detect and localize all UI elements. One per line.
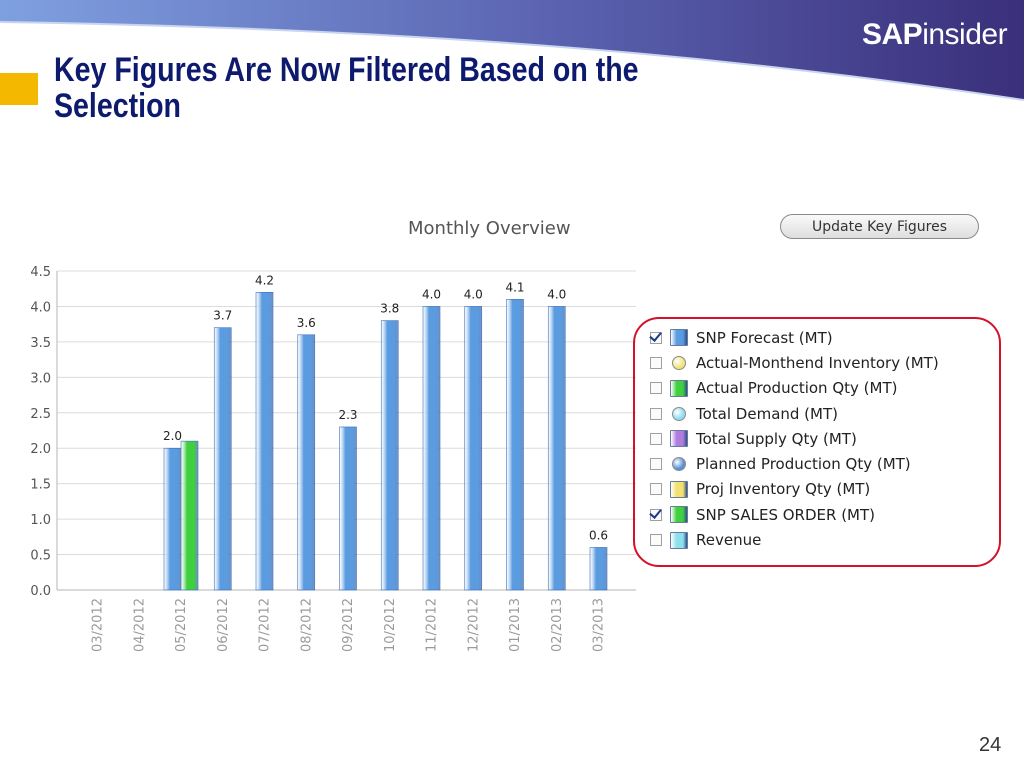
legend-item[interactable]: Proj Inventory Qty (MT) [650,477,939,502]
page-number: 24 [979,734,1002,756]
x-tick-label: 11/2012 [425,598,440,652]
bar-snp-forecast [380,320,399,591]
bar-snp-forecast [547,306,566,591]
legend-bar-icon [670,480,688,498]
checkbox-unchecked[interactable] [650,534,662,547]
checkbox-unchecked[interactable] [650,458,662,471]
legend-label: Planned Production Qty (MT) [696,455,911,474]
bar-snp-forecast [163,447,182,591]
x-tick-label: 05/2012 [174,598,189,652]
legend-label: SNP SALES ORDER (MT) [696,505,875,524]
bar-snp-forecast [213,327,232,591]
x-tick-label: 12/2012 [466,598,481,652]
accent-square [0,73,38,105]
legend-label: Proj Inventory Qty (MT) [696,480,871,499]
data-label: 4.0 [464,287,483,301]
legend-item[interactable]: SNP Forecast (MT) [650,325,939,350]
data-label: 3.7 [213,309,232,323]
x-tick-label: 02/2013 [550,598,565,652]
data-label: 4.2 [255,273,274,287]
chart-title: Monthly Overview [408,218,571,239]
y-tick-label: 2.5 [30,407,51,422]
y-tick-label: 4.5 [30,265,51,280]
y-tick-label: 3.5 [30,336,51,351]
legend-item[interactable]: Actual Production Qty (MT) [650,376,939,401]
bar-snp-forecast [297,334,316,591]
legend-item[interactable]: Planned Production Qty (MT) [650,451,939,476]
monthly-overview-chart: 0.0 0.5 1.0 1.5 2.0 2.5 3.0 3.5 4.0 4.5 03/2012 04/… [30,265,636,652]
checkbox-unchecked[interactable] [650,356,662,369]
data-label: 2.3 [338,408,357,422]
y-tick-label: 3.0 [30,371,51,386]
y-tick-label: 4.0 [30,300,51,315]
checkbox-unchecked[interactable] [650,432,662,445]
checkbox-checked[interactable] [650,508,662,521]
legend-bar-icon [670,379,688,397]
checkbox-unchecked[interactable] [650,382,662,395]
bar-snp-forecast [422,306,441,591]
x-tick-label: 07/2012 [258,598,273,652]
selection-highlight-outline [633,317,1001,567]
bar-snp-forecast [506,299,524,591]
legend-label: Actual Production Qty (MT) [696,379,898,398]
y-tick-label: 1.5 [30,478,51,493]
x-tick-label: 04/2012 [132,598,147,652]
x-tick-label: 03/2012 [91,598,106,652]
data-label: 4.0 [547,287,566,301]
y-tick-label: 2.0 [30,442,51,457]
legend-bar-icon [670,329,688,347]
legend-dot-icon [670,405,688,422]
data-label: 4.1 [505,280,524,294]
header-band [0,0,1024,101]
legend-label: Total Supply Qty (MT) [696,429,857,448]
legend-dot-icon [670,456,688,473]
x-tick-label: 03/2013 [592,598,607,652]
legend-label: Actual-Monthend Inventory (MT) [696,353,939,372]
bar-snp-forecast [589,547,608,591]
legend-label: SNP Forecast (MT) [696,328,833,347]
data-label: 2.0 [163,429,182,443]
data-label: 3.6 [297,316,316,330]
legend-bar-icon [670,531,688,549]
x-tick-label: 08/2012 [299,598,314,652]
y-tick-label: 1.0 [30,513,51,528]
legend-bar-icon [670,430,688,448]
bar-snp-sales-order [180,440,199,591]
data-label: 0.6 [589,528,608,542]
sapinsider-logo: SAPinsider [862,18,1008,51]
y-tick-label: 0.5 [30,549,51,564]
x-tick-label: 09/2012 [341,598,356,652]
checkbox-unchecked[interactable] [650,407,662,420]
legend-bar-icon [670,506,688,524]
legend-label: Revenue [696,531,762,550]
legend-item[interactable]: Revenue [650,527,939,552]
x-tick-label: 01/2013 [508,598,523,652]
data-label: 3.8 [380,302,399,316]
legend-item[interactable]: SNP SALES ORDER (MT) [650,502,939,527]
x-tick-label: 10/2012 [383,598,398,652]
key-figure-legend: SNP Forecast (MT) Actual-Monthend Invento… [650,325,939,553]
y-tick-label: 0.0 [30,584,51,599]
legend-label: Total Demand (MT) [696,404,838,423]
checkbox-checked[interactable] [650,331,662,344]
x-tick-label: 06/2012 [216,598,231,652]
checkbox-unchecked[interactable] [650,483,662,496]
data-label: 4.0 [422,287,441,301]
bar-snp-forecast [255,291,274,591]
legend-dot-icon [670,354,688,371]
legend-item[interactable]: Total Supply Qty (MT) [650,426,939,451]
slide-title: Key Figures Are Now Filtered Based on th… [54,51,639,125]
bar-snp-forecast [339,426,357,591]
bar-snp-forecast [464,306,483,591]
legend-item[interactable]: Total Demand (MT) [650,401,939,426]
legend-item[interactable]: Actual-Monthend Inventory (MT) [650,350,939,375]
update-key-figures-button[interactable]: Update Key Figures [780,214,979,239]
